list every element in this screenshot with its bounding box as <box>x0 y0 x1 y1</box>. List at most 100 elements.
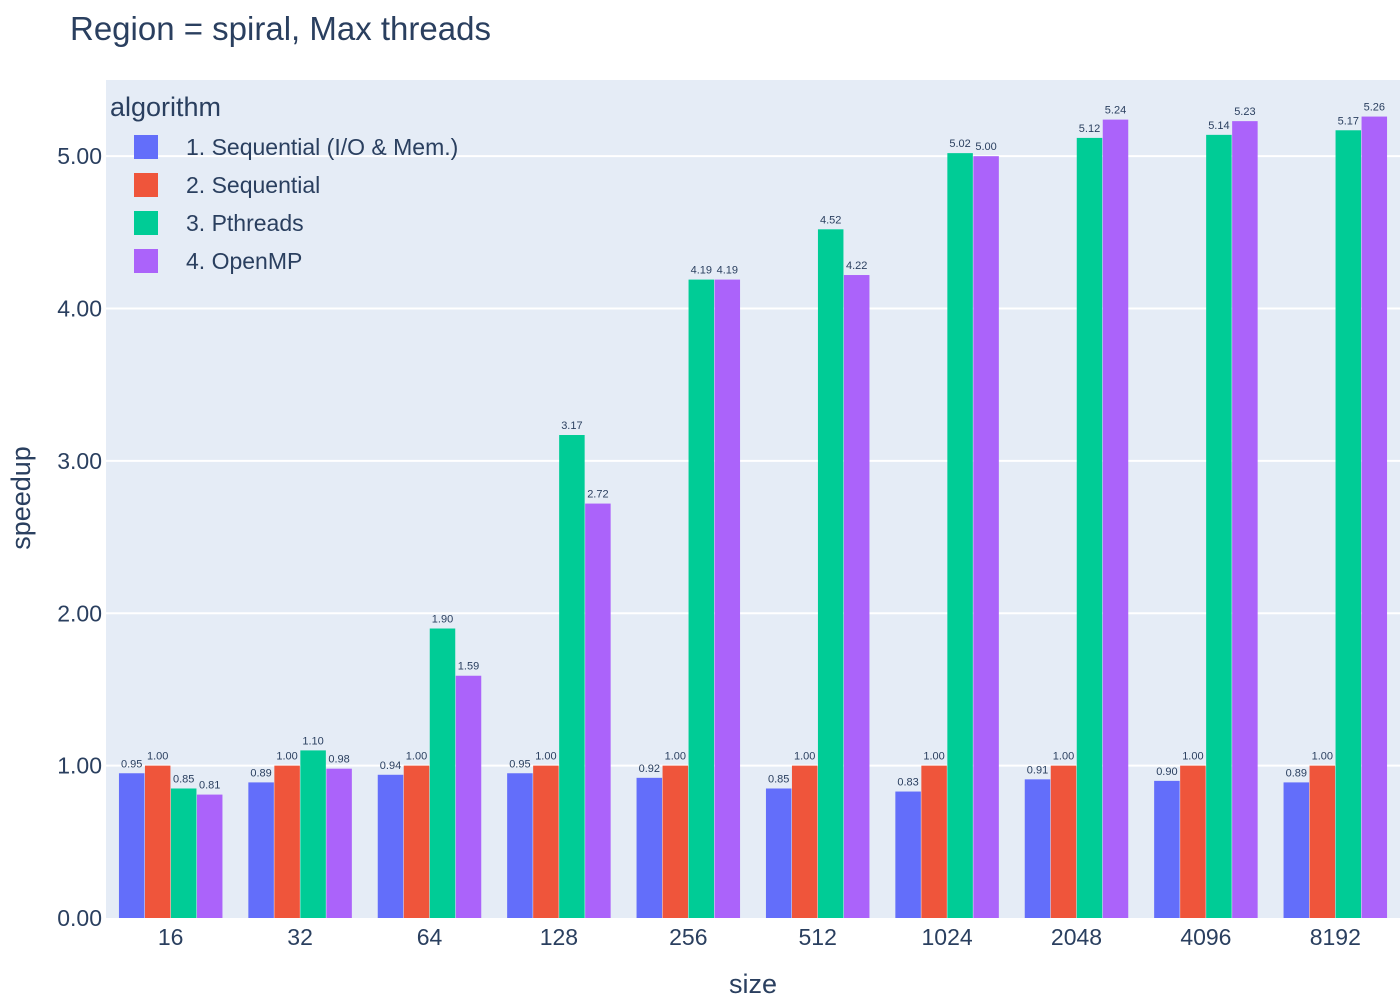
bar <box>326 768 352 918</box>
bar-value-label: 1.00 <box>406 751 427 763</box>
legend-swatch <box>134 249 158 273</box>
bar-labels: 0.95 1.00 0.85 0.81 0.89 1.00 1.10 0.98 0.94 1.00… <box>121 102 1385 792</box>
x-tick-label: 2048 <box>1051 924 1102 950</box>
bar <box>636 777 663 918</box>
legend: algorithm 1. Sequential (I/O & Mem.) 2. S… <box>110 92 458 274</box>
x-axis-ticks: 16 32 64 128 256 512 1024 2048 4096 8192 <box>158 924 1361 950</box>
y-axis-ticks: 0.00 1.00 2.00 3.00 4.00 5.00 <box>57 143 102 931</box>
bar-value-label: 1.10 <box>302 735 323 747</box>
x-tick-label: 128 <box>540 924 578 950</box>
x-tick-label: 512 <box>799 924 837 950</box>
bar <box>1283 782 1310 918</box>
bar <box>1361 116 1388 919</box>
x-axis-title: size <box>729 969 777 999</box>
y-axis-title: speedup <box>6 446 36 550</box>
bar-value-label: 5.24 <box>1105 105 1126 117</box>
bar-value-label: 0.92 <box>639 763 660 775</box>
bar-value-label: 0.95 <box>509 758 530 770</box>
bar <box>817 229 844 919</box>
bar <box>921 765 947 918</box>
y-tick-label: 1.00 <box>57 753 102 779</box>
bar <box>274 765 300 918</box>
bar <box>947 153 973 919</box>
bar <box>1232 121 1258 918</box>
bar-value-label: 1.90 <box>432 614 453 626</box>
bar-value-label: 0.81 <box>199 780 220 792</box>
bar-value-label: 4.19 <box>691 265 712 277</box>
bar-value-label: 5.00 <box>975 141 996 153</box>
bar-value-label: 0.98 <box>328 754 349 766</box>
bar-value-label: 5.17 <box>1338 115 1359 127</box>
bar-value-label: 0.89 <box>250 767 271 779</box>
bar-value-label: 1.00 <box>1053 751 1074 763</box>
bar-value-label: 0.85 <box>173 773 194 785</box>
legend-entry: 3. Pthreads <box>186 210 304 236</box>
plot-area <box>106 80 1400 918</box>
bar <box>714 279 741 918</box>
bar <box>377 774 404 918</box>
bar <box>559 435 585 918</box>
bar <box>1154 780 1180 918</box>
bar <box>1309 765 1336 918</box>
bar-value-label: 0.90 <box>1156 766 1177 778</box>
x-tick-label: 8192 <box>1310 924 1361 950</box>
bar-value-label: 1.00 <box>1182 751 1203 763</box>
bar-value-label: 4.22 <box>846 260 867 272</box>
bar-value-label: 0.95 <box>121 758 142 770</box>
bar-value-label: 5.02 <box>949 138 970 150</box>
legend-entry: 2. Sequential <box>186 172 320 198</box>
bar-value-label: 4.19 <box>717 265 738 277</box>
bar <box>118 773 145 918</box>
legend-swatch <box>134 211 158 235</box>
y-tick-label: 2.00 <box>57 600 102 626</box>
bar-value-label: 5.14 <box>1208 120 1229 132</box>
legend-entry: 4. OpenMP <box>186 248 302 274</box>
bar <box>429 628 456 918</box>
bar-value-label: 3.17 <box>561 420 582 432</box>
bar <box>1206 134 1232 919</box>
bar <box>1180 765 1206 918</box>
bar <box>144 765 171 918</box>
legend-entry: 1. Sequential (I/O & Mem.) <box>186 134 458 160</box>
bar-value-label: 1.00 <box>535 751 556 763</box>
bar <box>1335 130 1362 918</box>
bar <box>1024 779 1051 918</box>
bar <box>1102 119 1129 918</box>
bar-value-label: 1.00 <box>1312 751 1333 763</box>
bar-value-label: 1.00 <box>923 751 944 763</box>
bar-value-label: 5.23 <box>1234 106 1255 118</box>
bar-value-label: 0.85 <box>768 773 789 785</box>
bar <box>662 765 689 918</box>
bar <box>1076 137 1103 918</box>
bar <box>688 279 715 918</box>
bar-value-label: 4.52 <box>820 214 841 226</box>
bar-value-label: 1.59 <box>458 661 479 673</box>
bar-value-label: 1.00 <box>665 751 686 763</box>
x-tick-label: 16 <box>158 924 184 950</box>
x-tick-label: 4096 <box>1180 924 1231 950</box>
y-tick-label: 4.00 <box>57 296 102 322</box>
y-tick-label: 3.00 <box>57 448 102 474</box>
bar-value-label: 0.83 <box>897 777 918 789</box>
x-tick-label: 64 <box>417 924 443 950</box>
bar <box>1050 765 1077 918</box>
bar-value-label: 1.00 <box>276 751 297 763</box>
bar <box>533 765 559 918</box>
bar-value-label: 0.94 <box>380 760 401 772</box>
legend-swatch <box>134 173 158 197</box>
bar <box>895 791 921 918</box>
bar <box>455 675 482 918</box>
bar-value-label: 1.00 <box>794 751 815 763</box>
y-tick-label: 5.00 <box>57 143 102 169</box>
y-tick-label: 0.00 <box>57 905 102 931</box>
bar <box>248 782 274 918</box>
bar <box>170 788 197 918</box>
x-tick-label: 32 <box>287 924 313 950</box>
bar-value-label: 5.12 <box>1079 123 1100 135</box>
bar <box>300 750 326 918</box>
bar <box>791 765 818 918</box>
bar <box>585 503 611 918</box>
bar-value-label: 5.26 <box>1364 102 1385 114</box>
bar <box>403 765 430 918</box>
